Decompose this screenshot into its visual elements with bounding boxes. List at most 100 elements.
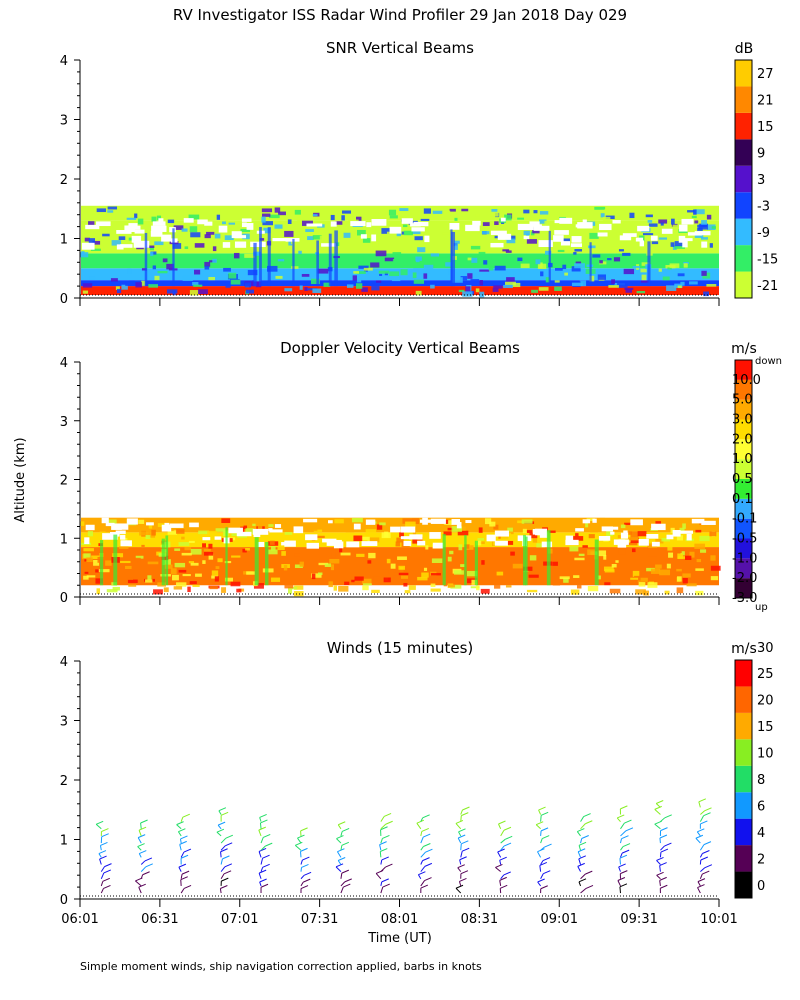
- heatmap-cell: [563, 578, 569, 583]
- heatmap-cell: [221, 518, 231, 524]
- wind-barb-flag: [535, 821, 544, 826]
- heatmap-cell: [413, 279, 424, 284]
- wind-barb-flag: [137, 843, 145, 848]
- wind-barb-flag: [144, 857, 153, 862]
- heatmap-cell: [141, 544, 145, 547]
- wind-barb: [380, 823, 387, 830]
- wind-barb: [498, 823, 502, 829]
- heatmap-gap: [101, 517, 109, 524]
- heatmap-gap: [681, 238, 693, 242]
- heatmap-cell: [449, 550, 454, 555]
- heatmap-cell: [677, 553, 684, 559]
- wind-barb: [619, 886, 621, 894]
- heatmap-gap: [284, 540, 296, 547]
- heatmap-cell: [637, 531, 647, 537]
- colorbar-label: 0.1: [732, 492, 753, 507]
- wind-barb: [260, 845, 266, 851]
- heatmap-cell: [642, 233, 654, 236]
- heatmap-cell: [224, 561, 232, 564]
- heatmap-cell: [510, 551, 515, 556]
- colorbar-swatch: [735, 739, 752, 766]
- colorbar-label: 2: [757, 852, 765, 867]
- wind-barb-flag: [217, 821, 226, 826]
- wind-barb-flag: [259, 813, 267, 818]
- wind-barb: [379, 844, 382, 851]
- heatmap-cell: [695, 590, 704, 596]
- wind-barb-flag: [385, 863, 393, 868]
- wind-barb-flag: [216, 828, 225, 833]
- wind-barb: [620, 838, 622, 844]
- heatmap-cell: [381, 228, 390, 234]
- heatmap-cell: [532, 538, 538, 543]
- wind-barb-flag: [101, 833, 109, 838]
- wind-barb: [178, 866, 182, 872]
- heatmap-cell: [188, 561, 195, 564]
- wind-barb: [495, 867, 501, 873]
- heatmap-cell: [676, 535, 683, 541]
- heatmap-cell: [376, 524, 383, 530]
- wind-barb: [380, 859, 383, 865]
- x-tick-label: 07:31: [301, 912, 338, 927]
- wind-barb-flag: [619, 883, 628, 888]
- heatmap-cell: [277, 259, 285, 262]
- heatmap-cell: [564, 272, 568, 276]
- wind-barb: [617, 880, 621, 887]
- heatmap-cell: [481, 231, 490, 235]
- colorbar-label: 1.0: [732, 452, 753, 467]
- heatmap-cell: [445, 262, 452, 267]
- heatmap-cell: [579, 280, 587, 287]
- wind-barb: [99, 858, 102, 865]
- heatmap-cell: [451, 526, 462, 532]
- wind-barb-flag: [462, 847, 470, 852]
- heatmap-cell: [554, 267, 563, 271]
- wind-barb-flag: [700, 856, 709, 861]
- heatmap-cell: [411, 229, 421, 235]
- heatmap-cell: [328, 581, 333, 588]
- heatmap-cell: [680, 281, 685, 286]
- heatmap-cell: [362, 578, 372, 584]
- wind-barb: [140, 822, 142, 829]
- heatmap-gap: [494, 540, 508, 546]
- wind-barb: [540, 873, 544, 880]
- heatmap-cell: [182, 275, 193, 281]
- x-tick-label: 08:31: [461, 912, 498, 927]
- wind-barb: [695, 837, 701, 844]
- heatmap-cell: [635, 589, 646, 595]
- heatmap-cell: [208, 276, 216, 281]
- wind-barb: [219, 888, 222, 894]
- heatmap-cell: [630, 531, 639, 538]
- heatmap-cell: [466, 546, 474, 550]
- heatmap-gap: [617, 543, 627, 548]
- wind-barb: [177, 831, 182, 837]
- y-tick-label: 4: [60, 655, 68, 670]
- heatmap-cell: [489, 521, 496, 527]
- heatmap-cell: [389, 271, 400, 277]
- wind-barb-flag: [577, 828, 585, 833]
- wind-barb-flag: [622, 843, 631, 848]
- wind-barb: [98, 853, 102, 858]
- heatmap-cell: [579, 233, 586, 237]
- wind-barb-flag: [258, 826, 266, 831]
- wind-barb: [300, 874, 305, 880]
- heatmap-cell: [478, 527, 483, 533]
- heatmap-cell: [492, 288, 499, 292]
- heatmap-gap: [158, 218, 164, 222]
- heatmap-cell: [489, 245, 498, 252]
- heatmap-streak: [292, 238, 295, 287]
- heatmap-gap: [533, 225, 550, 231]
- colorbar-swatch: [735, 686, 752, 713]
- colorbar-swatch: [735, 712, 752, 740]
- heatmap-gap: [701, 241, 708, 248]
- wind-barb-flag: [656, 800, 664, 804]
- heatmap-cell: [291, 266, 299, 269]
- y-tick-label: 4: [60, 54, 68, 69]
- wind-barb: [420, 880, 425, 887]
- colorbar-swatch: [735, 165, 752, 193]
- wind-barb-flag: [381, 878, 389, 883]
- heatmap-cell: [204, 266, 210, 270]
- heatmap-cell: [120, 560, 131, 564]
- heatmap-cell: [357, 229, 366, 236]
- wind-barb-flag: [620, 805, 628, 810]
- heatmap-cell: [361, 287, 368, 292]
- colorbar-label: 3.0: [732, 413, 753, 428]
